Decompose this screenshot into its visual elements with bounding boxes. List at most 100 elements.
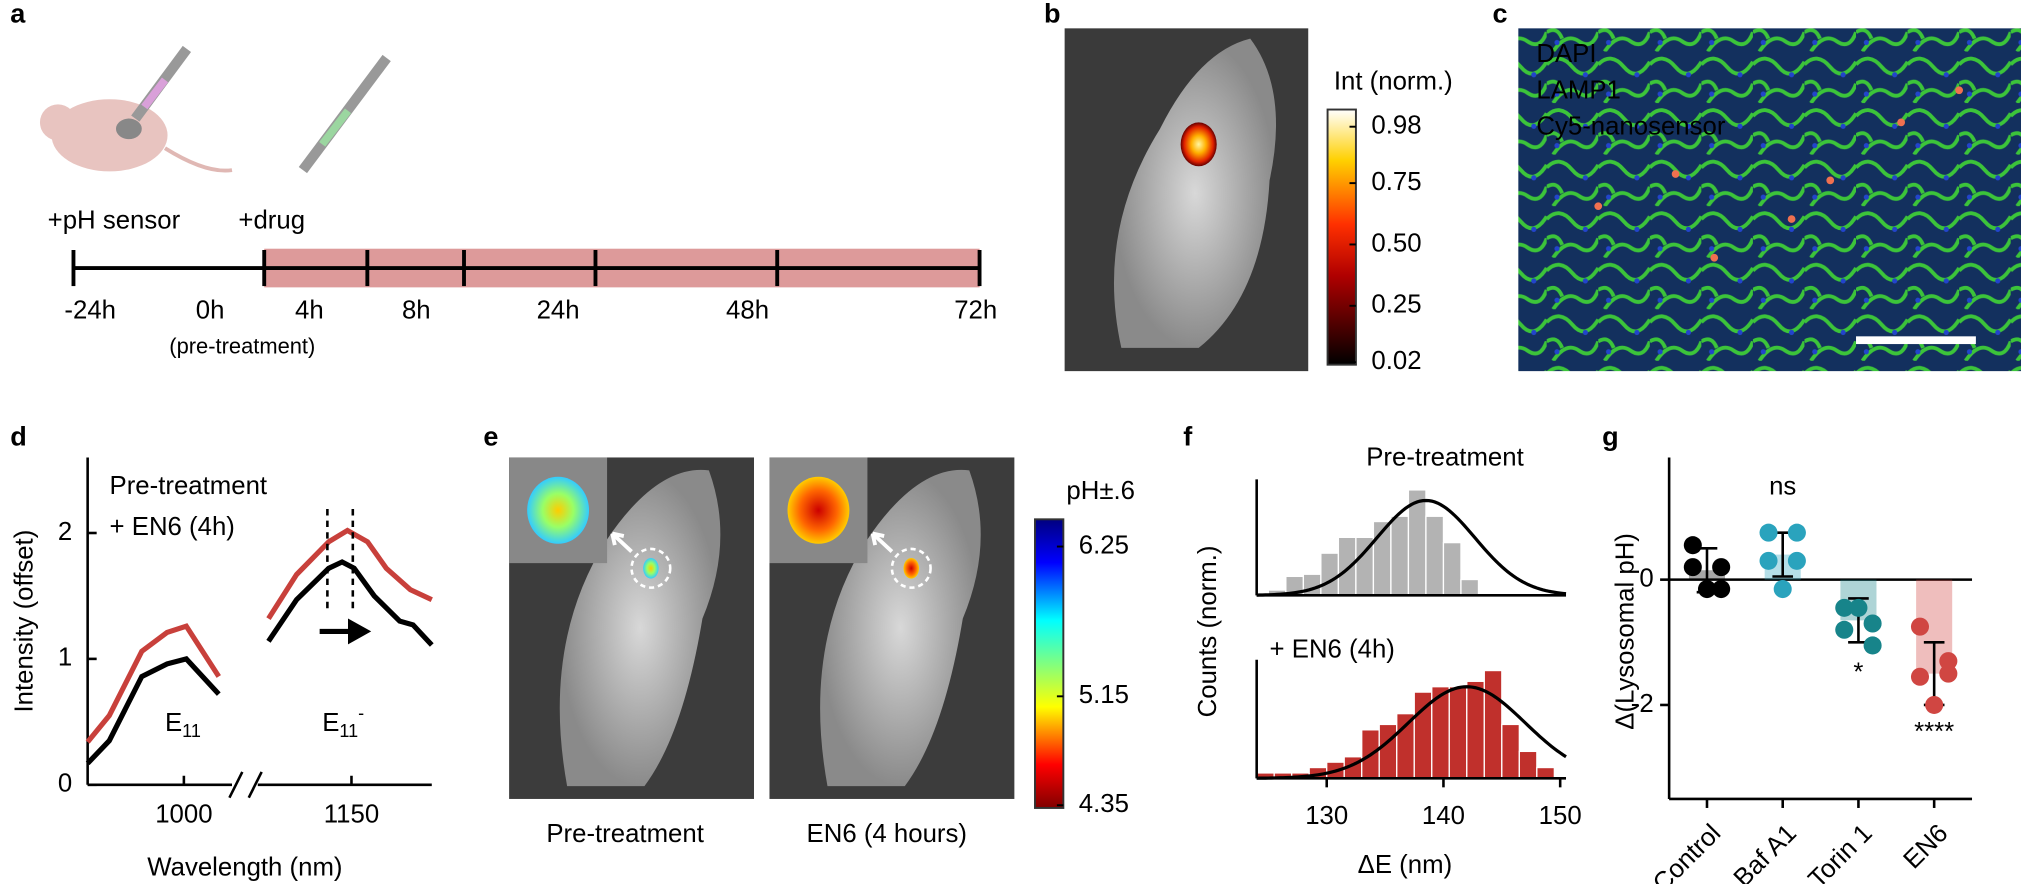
mouse-body <box>820 469 981 787</box>
panel-label: f <box>1183 421 1193 451</box>
mouse-tail <box>163 146 233 173</box>
signal <box>643 557 659 579</box>
timeline-label: 4h <box>295 297 324 325</box>
mouse-head <box>39 104 77 141</box>
y-tick-label: 0 <box>1639 564 1653 592</box>
image-caption: Pre-treatment <box>546 820 704 848</box>
panel-label: a <box>10 0 26 29</box>
histogram-title: Pre-treatment <box>1366 444 1524 472</box>
peak-label: E11 <box>165 709 201 741</box>
x-tick-label: 130 <box>1305 802 1348 830</box>
histogram-bar <box>1448 686 1468 779</box>
tumor <box>116 118 142 140</box>
data-point <box>1712 580 1731 599</box>
colorbar-tick-label: 5.15 <box>1079 681 1129 709</box>
y-tick-label: 1 <box>58 644 72 672</box>
data-point <box>1787 523 1806 542</box>
panel-label: g <box>1602 421 1619 451</box>
colorbar-title: Int (norm.) <box>1334 67 1453 95</box>
peak-label-base: E <box>322 709 339 737</box>
histogram-bar <box>1536 766 1555 779</box>
channel-label: LAMP1 <box>1536 76 1621 104</box>
timeline-label: 0h <box>196 297 225 325</box>
histogram-bar <box>1466 680 1485 779</box>
histogram-bar <box>1483 669 1503 779</box>
inset-map <box>787 476 850 544</box>
x-tick-label: 1000 <box>155 801 212 829</box>
colorbar-tick-label: 0.50 <box>1371 229 1421 257</box>
timeline-label: 72h <box>954 297 997 325</box>
spectrum <box>85 559 434 766</box>
data-point <box>1835 598 1854 617</box>
colorbar <box>1034 518 1065 809</box>
histogram-bar <box>1425 515 1445 596</box>
event-label: +pH sensor <box>48 206 181 234</box>
x-tick-label: 150 <box>1539 802 1582 830</box>
event-label: +drug <box>238 206 305 234</box>
histogram-bar <box>1442 541 1462 596</box>
x-tick-label: Baf A1 <box>1729 819 1803 884</box>
data-point <box>1939 652 1958 671</box>
data-point <box>1863 636 1882 655</box>
histogram-title: + EN6 (4h) <box>1270 636 1395 664</box>
timeline-label: 8h <box>402 297 431 325</box>
peak-label-sup: - <box>358 703 364 723</box>
data-point <box>1835 620 1854 639</box>
data-point <box>1939 664 1958 683</box>
y-tick-label: -2 <box>1631 690 1654 718</box>
x-tick-label: Control <box>1648 819 1727 884</box>
panel-label: d <box>10 421 27 451</box>
data-point <box>1773 580 1792 599</box>
panel-label: c <box>1493 0 1508 29</box>
data-point <box>1787 551 1806 570</box>
image-c <box>1518 28 2021 372</box>
timeline-label: 48h <box>726 297 769 325</box>
mouse-body <box>1113 38 1277 348</box>
significance-label: ns <box>1769 472 1796 500</box>
histogram-bar <box>1337 536 1357 596</box>
colorbar-tick-label: 0.02 <box>1371 347 1421 375</box>
roi <box>630 547 672 589</box>
peak-label: E11- <box>322 703 364 741</box>
data-point <box>1910 667 1930 686</box>
channel-label: Cy5-nanosensor <box>1536 112 1725 140</box>
histogram-bar <box>1518 750 1538 779</box>
x-tick-label: 1150 <box>324 801 379 829</box>
arrow <box>870 531 894 553</box>
nanosensor-spots <box>1594 86 1963 262</box>
shift-arrow-head <box>348 618 372 645</box>
illustration <box>39 45 980 288</box>
y-tick-label: 0 <box>58 770 72 798</box>
colorbar-tick-label: 0.25 <box>1371 291 1421 319</box>
axis-break <box>247 771 263 799</box>
legend-label: Pre-treatment <box>110 472 268 500</box>
y-axis-label: Δ(Lysosomal pH) <box>1611 533 1639 730</box>
image-e <box>509 457 1015 799</box>
data-point <box>1683 536 1702 555</box>
histogram-bar <box>1378 723 1398 779</box>
timeline-label: -24h <box>64 297 116 325</box>
channel-label: DAPI <box>1536 40 1596 68</box>
x-tick-label: EN6 <box>1898 819 1953 874</box>
gaussian-fit <box>1256 685 1567 780</box>
x-axis-label: ΔE (nm) <box>1358 851 1453 879</box>
significance-label: * <box>1853 659 1863 687</box>
arrow <box>610 531 633 553</box>
data-point <box>1849 598 1868 617</box>
colorbar-tick-label: 0.98 <box>1371 112 1421 140</box>
scale-bar <box>1856 336 1976 345</box>
peak-label-base: E <box>165 709 182 737</box>
data-point <box>1697 580 1717 599</box>
colorbar-tick-label: 6.25 <box>1079 531 1129 559</box>
syringe-fluid <box>141 77 169 110</box>
peak-label-sub: 11 <box>339 721 358 741</box>
signal <box>1180 122 1217 167</box>
x-axis-label: Wavelength (nm) <box>147 853 342 881</box>
histogram-bar <box>1390 515 1410 596</box>
data-point <box>1683 558 1702 577</box>
panel-label: b <box>1044 0 1061 29</box>
image-b <box>1064 28 1309 372</box>
data-point <box>1863 614 1882 633</box>
